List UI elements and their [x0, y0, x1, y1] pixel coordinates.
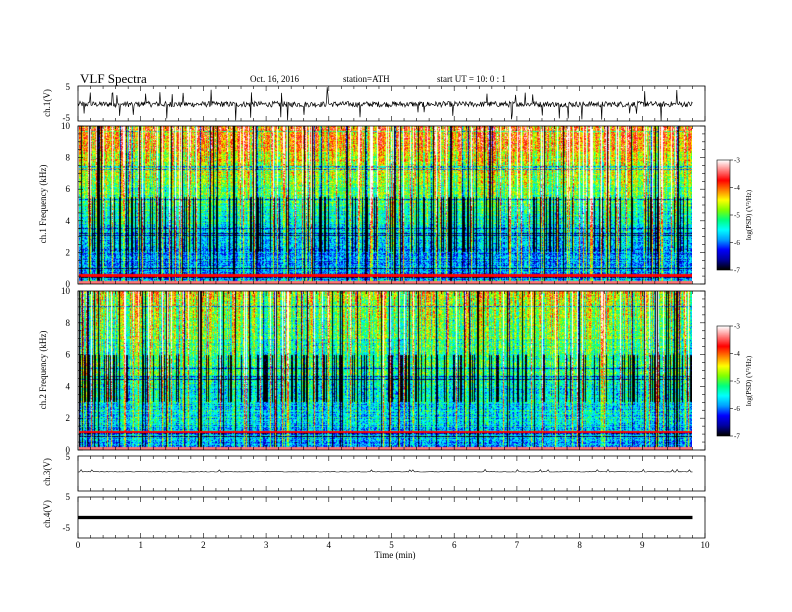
time-tick-label: 5: [389, 540, 394, 550]
colorbar-tick-label: -4: [734, 350, 740, 358]
ch1-colorbar-label: log(PSD) (V²/Hz): [745, 189, 753, 240]
time-tick-label: 1: [138, 540, 143, 550]
frequency-tick-label: 2: [66, 247, 71, 257]
time-axis-tick-labels: 0 1 2 3 4 5 6 7 8 9 10: [76, 540, 710, 550]
ch3-ylabel: ch.3(V): [42, 458, 52, 486]
ch2-frequency-tick-labels: 0 2 4 6 8 10: [61, 286, 71, 455]
time-tick-label: 2: [201, 540, 206, 550]
frequency-tick-label: 6: [66, 184, 71, 194]
station-label: station=ATH: [343, 74, 390, 84]
start-time-label: start UT = 10: 0 : 1: [437, 74, 506, 84]
ch1-ytick-top: 5: [66, 82, 71, 92]
ch3-frame: [77, 455, 706, 492]
time-tick-label: 7: [515, 540, 520, 550]
colorbar-tick-label: -7: [734, 433, 740, 441]
time-tick-label: 3: [264, 540, 269, 550]
frequency-tick-label: 0: [66, 279, 71, 289]
ch2-spectrogram-ticks: [77, 290, 706, 451]
frequency-tick-label: 0: [66, 445, 71, 455]
colorbar-tick-label: -3: [734, 323, 740, 331]
ch4-ytick-top: 5: [66, 492, 71, 502]
colorbar-tick-label: -3: [734, 157, 740, 165]
colorbar-tick-label: -6: [734, 405, 740, 413]
ch1-colorbar-gradient: [717, 160, 730, 270]
colorbar-tick-label: -4: [734, 184, 740, 192]
ch2-spectrogram-panel: ch.2 Frequency (kHz) 0 2 4 6 8 10: [38, 286, 706, 455]
ch3-waveform-trace: [77, 468, 693, 473]
frequency-tick-label: 8: [66, 153, 71, 163]
ch4-ylabel: ch.4(V): [42, 500, 52, 528]
ch2-spectrogram-image: [79, 291, 692, 450]
ch1-ylabel: ch.1(V): [42, 89, 52, 117]
ch2-colorbar: -3 -4 -5 -6 -7 log(PSD) (V²/Hz): [716, 323, 753, 441]
colorbar-tick-label: -5: [734, 212, 740, 220]
frequency-tick-label: 4: [66, 216, 71, 226]
colorbar-tick-label: -5: [734, 378, 740, 386]
ch2-colorbar-label: log(PSD) (V²/Hz): [745, 355, 753, 406]
colorbar-tick-label: -7: [734, 267, 740, 275]
ch1-colorbar-tick-labels: -3 -4 -5 -6 -7: [730, 157, 740, 275]
ch4-time-ticks: [77, 497, 706, 538]
ch1-spectrogram-frame: [77, 125, 706, 285]
time-tick-label: 9: [640, 540, 645, 550]
ch1-spectrogram-image: [79, 126, 692, 284]
ch1-spec-label: ch.1 Frequency (kHz): [38, 165, 48, 244]
ch3-ytick-top: 5: [66, 452, 71, 462]
ch1-time-ticks: [77, 86, 706, 121]
ch3-waveform-panel: ch.3(V) 5: [42, 452, 706, 492]
time-tick-label: 0: [76, 540, 81, 550]
frequency-tick-label: 8: [66, 318, 71, 328]
frequency-tick-label: 10: [61, 286, 71, 296]
frequency-tick-label: 2: [66, 413, 71, 423]
ch1-waveform-panel: ch.1(V) 5 -5: [42, 82, 706, 123]
figure-title: VLF Spectra: [80, 71, 147, 86]
ch4-ytick-bottom: -5: [63, 523, 71, 533]
ch1-frame: [77, 85, 706, 122]
frequency-tick-label: 6: [66, 350, 71, 360]
ch2-colorbar-tick-labels: -3 -4 -5 -6 -7: [730, 323, 740, 441]
x-axis-label: Time (min): [375, 550, 416, 560]
ch4-waveform-panel: ch.4(V) 5 -5: [42, 492, 706, 539]
ch1-frequency-tick-labels: 0 2 4 6 8 10: [61, 121, 71, 289]
time-tick-label: 8: [577, 540, 582, 550]
frequency-tick-label: 10: [61, 121, 71, 131]
colorbar-tick-label: -6: [734, 239, 740, 247]
time-tick-label: 4: [327, 540, 332, 550]
ch2-colorbar-gradient: [717, 326, 730, 436]
date-label: Oct. 16, 2016: [250, 74, 299, 84]
ch4-frame: [77, 496, 706, 539]
time-tick-label: 10: [701, 540, 711, 550]
ch1-ytick-bottom: -5: [63, 113, 71, 123]
ch2-spectrogram-frame: [77, 290, 706, 451]
frequency-tick-label: 4: [66, 381, 71, 391]
time-tick-label: 6: [452, 540, 457, 550]
ch1-colorbar: -3 -4 -5 -6 -7 log(PSD) (V²/Hz): [716, 157, 753, 275]
ch4-waveform-trace: [78, 515, 693, 520]
ch1-waveform-trace: [77, 87, 693, 122]
ch2-spec-label: ch.2 Frequency (kHz): [38, 331, 48, 410]
ch1-spectrogram-panel: ch.1 Frequency (kHz) 0 2 4 6 8 10: [38, 121, 706, 289]
ch3-time-ticks: [77, 456, 706, 491]
